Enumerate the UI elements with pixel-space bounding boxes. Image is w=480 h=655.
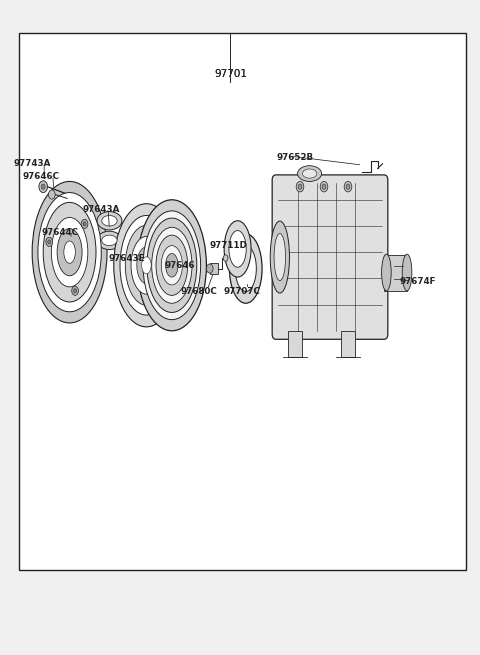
- Text: 97680C: 97680C: [181, 287, 217, 296]
- Text: 97644C: 97644C: [41, 228, 79, 237]
- Bar: [210, 263, 218, 274]
- Ellipse shape: [302, 169, 317, 178]
- Ellipse shape: [235, 246, 256, 291]
- Text: 97643A: 97643A: [82, 205, 120, 214]
- Ellipse shape: [142, 257, 151, 274]
- FancyBboxPatch shape: [272, 175, 388, 339]
- Ellipse shape: [137, 200, 206, 331]
- Text: 97652B: 97652B: [276, 153, 314, 162]
- Ellipse shape: [270, 221, 289, 293]
- Ellipse shape: [120, 215, 173, 315]
- Text: 97643E: 97643E: [109, 254, 145, 263]
- Text: 97743A: 97743A: [14, 159, 51, 168]
- Ellipse shape: [166, 253, 178, 277]
- Ellipse shape: [229, 234, 262, 303]
- Circle shape: [46, 237, 52, 246]
- Ellipse shape: [102, 235, 117, 246]
- Text: 97646: 97646: [165, 261, 195, 270]
- Bar: [384, 255, 407, 291]
- Ellipse shape: [161, 246, 182, 285]
- Circle shape: [298, 184, 302, 189]
- Ellipse shape: [51, 217, 88, 287]
- Ellipse shape: [114, 204, 179, 327]
- Ellipse shape: [137, 247, 156, 284]
- Circle shape: [206, 264, 213, 273]
- Ellipse shape: [57, 229, 82, 276]
- Text: 97646C: 97646C: [22, 172, 60, 181]
- Text: 97701: 97701: [214, 69, 247, 79]
- Ellipse shape: [125, 225, 168, 305]
- Ellipse shape: [38, 193, 101, 312]
- Ellipse shape: [382, 254, 391, 291]
- Text: 97711D: 97711D: [209, 241, 247, 250]
- Ellipse shape: [102, 215, 117, 226]
- Circle shape: [39, 181, 48, 193]
- Text: 97707C: 97707C: [224, 287, 261, 296]
- Ellipse shape: [229, 231, 246, 267]
- Text: 97674F: 97674F: [399, 277, 436, 286]
- Circle shape: [81, 219, 88, 229]
- Ellipse shape: [156, 235, 188, 295]
- Circle shape: [48, 240, 50, 244]
- Ellipse shape: [147, 218, 197, 312]
- Circle shape: [72, 286, 78, 295]
- Ellipse shape: [143, 211, 201, 320]
- Ellipse shape: [97, 231, 122, 250]
- Circle shape: [344, 181, 352, 192]
- Bar: [19, 33, 466, 570]
- Text: 97701: 97701: [214, 69, 247, 79]
- Ellipse shape: [402, 254, 412, 291]
- Ellipse shape: [224, 221, 251, 277]
- Ellipse shape: [298, 166, 322, 181]
- Circle shape: [73, 289, 76, 293]
- Ellipse shape: [274, 234, 286, 280]
- Ellipse shape: [152, 227, 192, 303]
- Ellipse shape: [43, 202, 96, 302]
- Circle shape: [48, 190, 55, 199]
- Ellipse shape: [131, 236, 162, 294]
- Circle shape: [296, 181, 304, 192]
- Circle shape: [83, 222, 86, 226]
- Bar: [341, 331, 355, 357]
- Circle shape: [223, 255, 228, 261]
- Ellipse shape: [97, 212, 122, 230]
- Bar: [288, 331, 302, 357]
- Circle shape: [41, 184, 45, 189]
- Circle shape: [322, 184, 326, 189]
- Ellipse shape: [64, 241, 75, 263]
- Circle shape: [346, 184, 350, 189]
- Ellipse shape: [32, 181, 107, 323]
- Circle shape: [320, 181, 328, 192]
